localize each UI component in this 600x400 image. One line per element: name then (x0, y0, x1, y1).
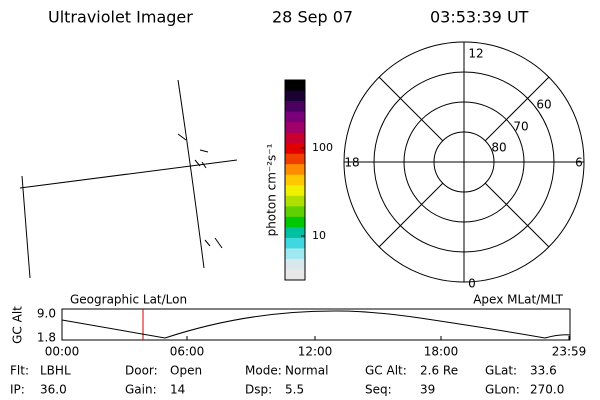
colorbar-segment (285, 185, 305, 197)
info-label: Gain: (125, 383, 157, 397)
colorbar-segment (285, 248, 305, 260)
y-tick-label: 1.8 (37, 331, 56, 345)
colorbar-segment (285, 80, 305, 92)
map-line (177, 79, 205, 269)
info-value: Normal (285, 364, 328, 378)
info-label: GC Alt: (365, 364, 407, 378)
mlt-label: 6 (575, 156, 583, 170)
panel-title-left: Geographic Lat/Lon (70, 293, 187, 307)
x-tick-label: 00:00 (45, 345, 80, 359)
colorbar-segment (285, 101, 305, 113)
colorbar-tick-label: 100 (312, 141, 333, 154)
info-label: Mode: (245, 364, 282, 378)
altitude-frame (61, 308, 571, 341)
mlt-label: 12 (468, 47, 483, 61)
instrument: Ultraviolet Imager (48, 8, 193, 27)
info-label: GLon: (485, 383, 520, 397)
colorbar-segment (285, 227, 305, 239)
colorbar-label: photon cm⁻²s⁻¹ (265, 143, 279, 236)
date: 28 Sep 07 (272, 8, 353, 27)
info-label: IP: (10, 383, 25, 397)
colorbar-segment (285, 111, 305, 123)
colorbar-segment (285, 206, 305, 218)
colorbar-frame (284, 79, 306, 281)
colorbar-segment (285, 153, 305, 165)
lat-label: 80 (491, 141, 506, 155)
info-table: Flt: LBHL Door: Open Mode: Normal GC Alt: 2.6 R… (10, 364, 564, 397)
lat-label: 60 (536, 98, 551, 112)
colorbar-segment (285, 269, 305, 281)
x-tick-label: 23:59 (552, 345, 587, 359)
colorbar-segment (285, 195, 305, 207)
info-label: Flt: (10, 364, 29, 378)
colorbar-segment (285, 90, 305, 102)
x-tick-label: 18:00 (424, 345, 459, 359)
y-tick-label: 9.0 (37, 307, 56, 321)
colorbar-segment (285, 174, 305, 186)
mlt-label: 0 (468, 277, 476, 291)
colorbar-tick-label: 10 (312, 229, 326, 242)
coastline (177, 133, 223, 249)
x-tick-label: 06:00 (170, 345, 205, 359)
colorbar-segment (285, 143, 305, 155)
info-label: Dsp: (245, 383, 272, 397)
colorbar-segment (285, 132, 305, 144)
lat-label: 70 (513, 120, 528, 134)
info-value: Open (170, 364, 202, 378)
info-value: 36.0 (40, 383, 67, 397)
info-value: 270.0 (530, 383, 564, 397)
colorbar-segment (285, 216, 305, 228)
time: 03:53:39 UT (430, 8, 529, 27)
colorbar-segment (285, 122, 305, 134)
info-value: 5.5 (285, 383, 304, 397)
info-value: 14 (170, 383, 185, 397)
mlt-diagonal (378, 76, 550, 248)
panel-title-right: Apex MLat/MLT (473, 293, 563, 307)
info-label: Door: (125, 364, 158, 378)
info-value: 2.6 Re (420, 364, 458, 378)
info-value: 39 (420, 383, 435, 397)
geo-map (19, 79, 238, 279)
colorbar-segment (285, 164, 305, 176)
info-label: Seq: (365, 383, 392, 397)
mlt-label: 18 (344, 156, 359, 170)
colorbar (285, 80, 305, 281)
x-tick-label: 12:00 (298, 345, 333, 359)
colorbar-segment (285, 258, 305, 270)
polar-grid (343, 41, 585, 283)
y-axis-label: GC Alt (11, 306, 25, 344)
info-value: LBHL (40, 364, 71, 378)
info-label: GLat: (485, 364, 517, 378)
altitude-curve (61, 310, 571, 339)
x-ticks: 00:00 06:00 12:00 18:00 23:59 (45, 336, 587, 359)
colorbar-segment (285, 237, 305, 249)
info-value: 33.6 (530, 364, 557, 378)
map-line (21, 175, 31, 279)
map-line (19, 159, 238, 189)
